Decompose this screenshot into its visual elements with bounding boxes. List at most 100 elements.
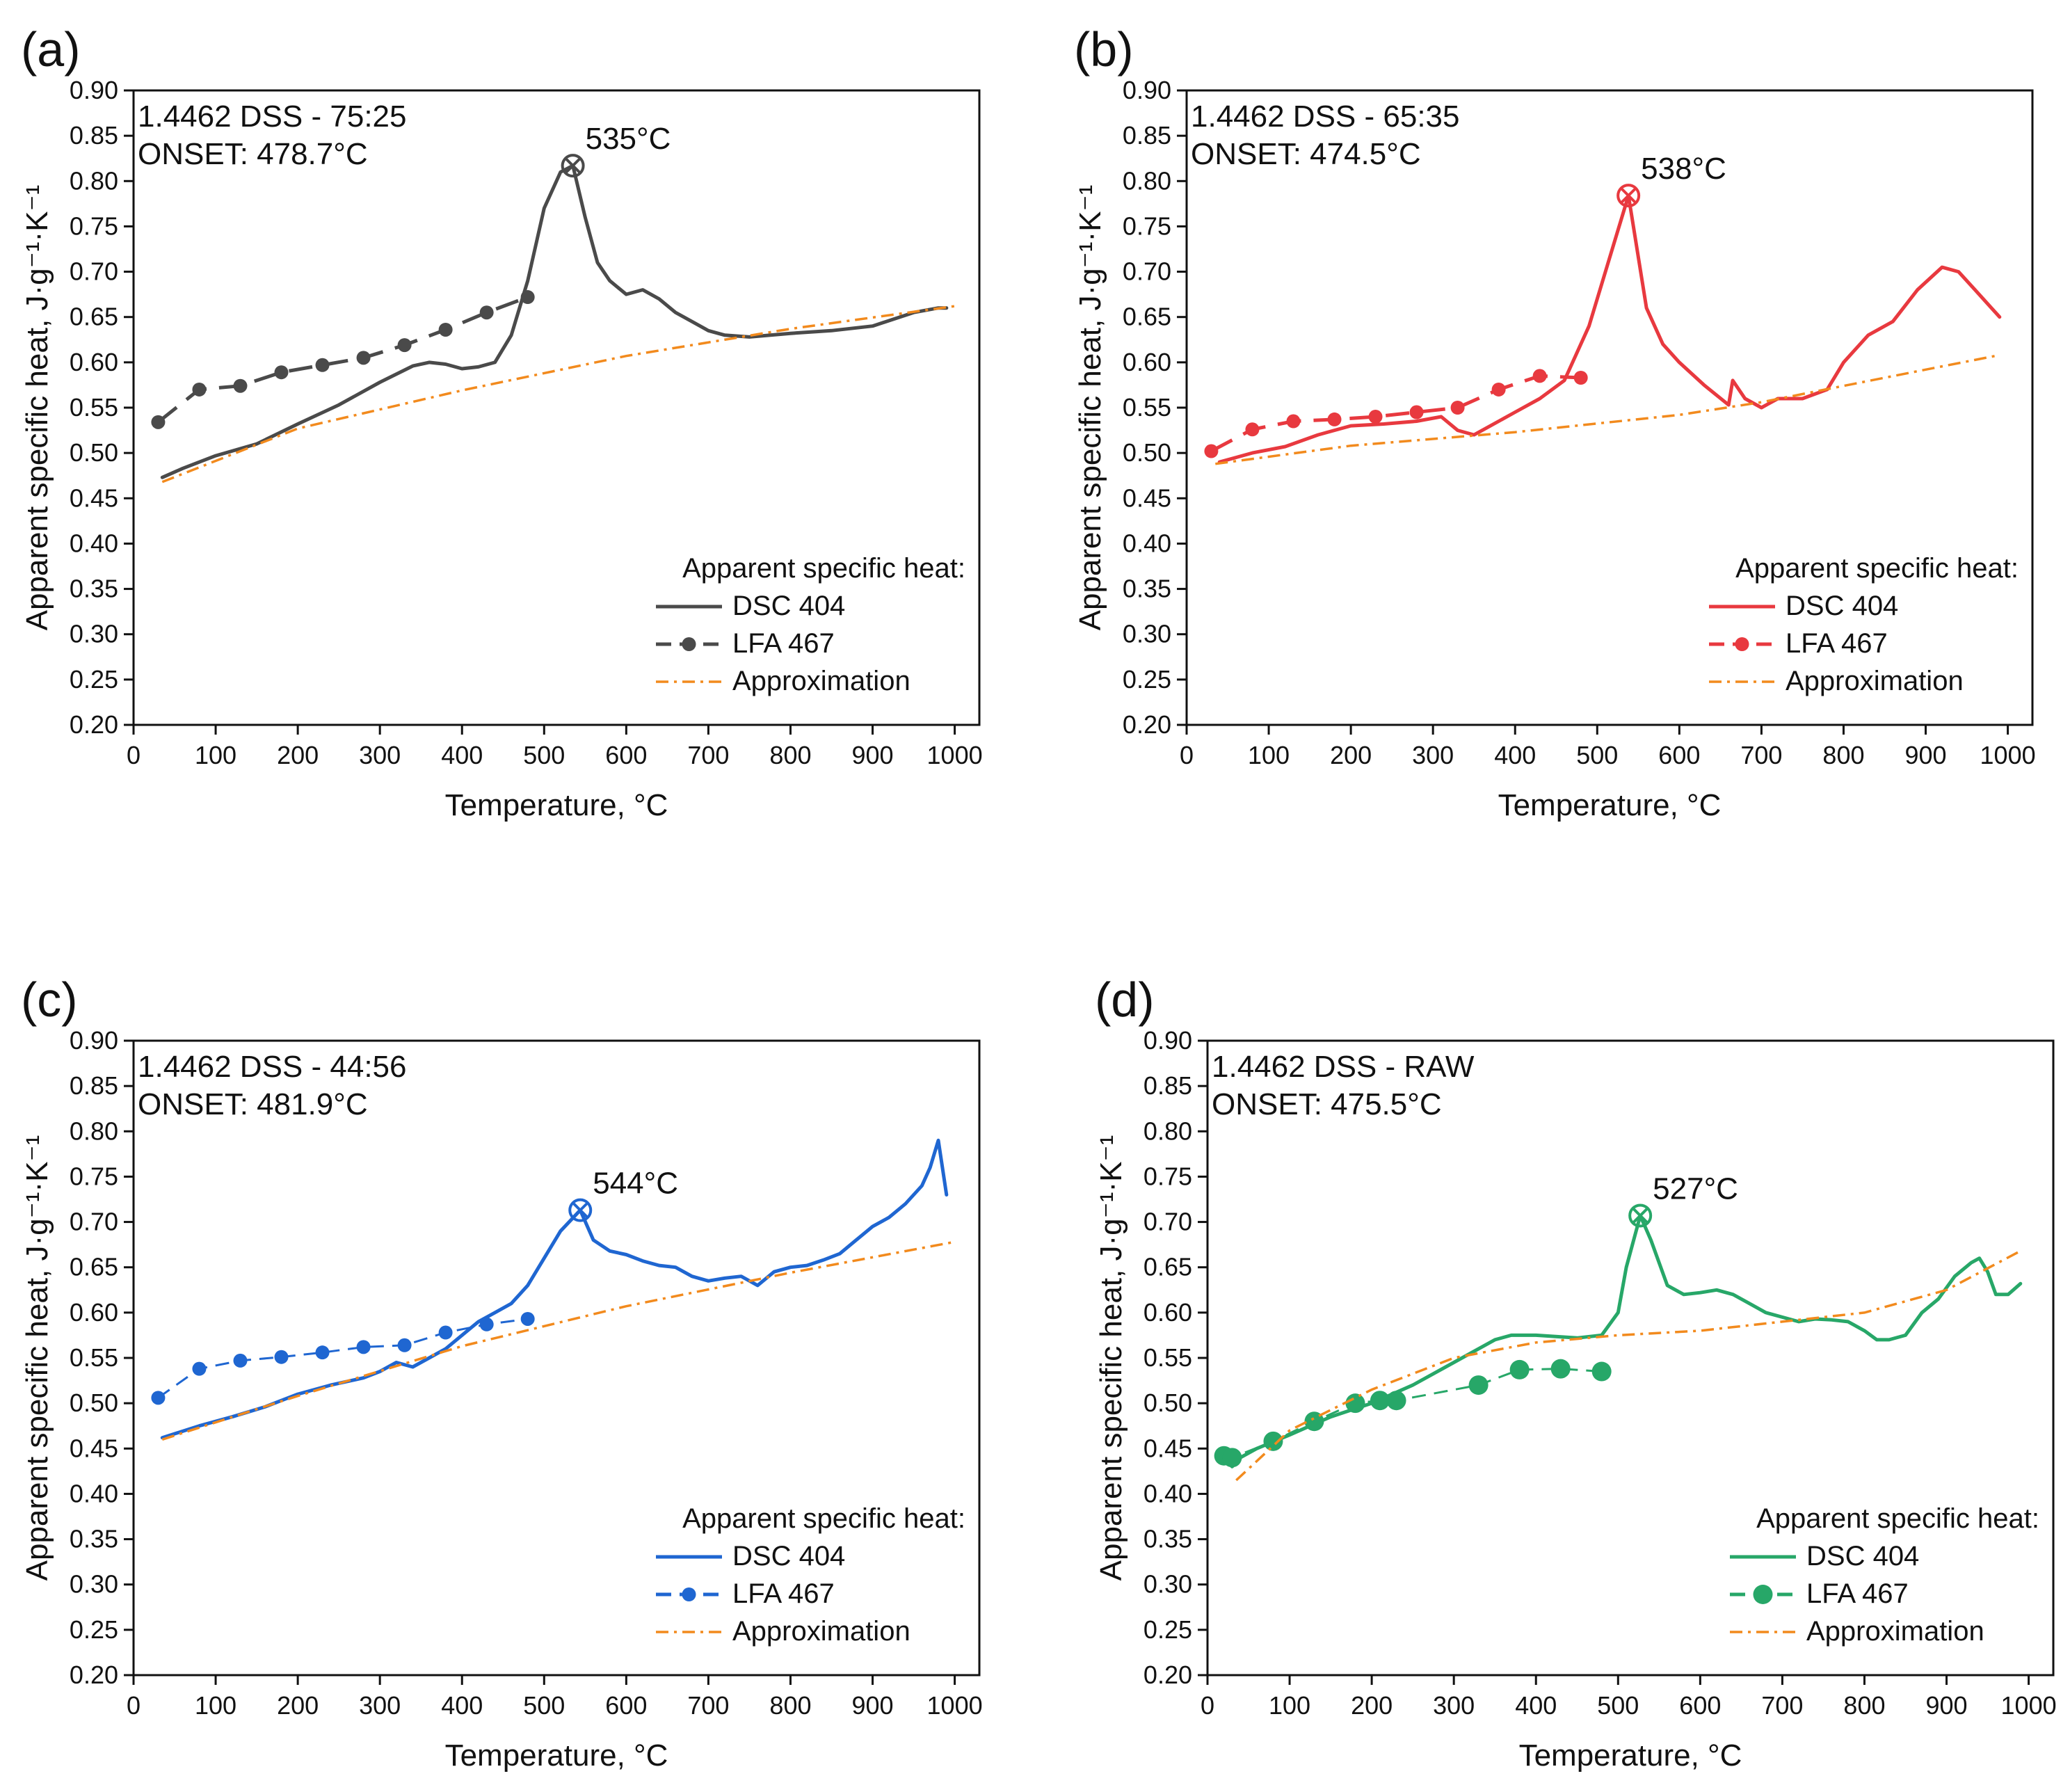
series-approximation-line [1215, 353, 2000, 465]
legend-lfa-467-label: LFA 467 [1806, 1578, 1909, 1609]
x-tick-label: 1000 [1980, 741, 2036, 769]
y-tick-label: 0.65 [1123, 303, 1171, 331]
legend-dsc-404-label: DSC 404 [1806, 1541, 1919, 1571]
x-tick-label: 600 [1658, 741, 1700, 769]
x-tick-label: 0 [1180, 741, 1194, 769]
legend: Apparent specific heat: DSC 404 LFA 467 App… [1709, 553, 2019, 696]
onset-label: ONSET: 475.5°C [1212, 1087, 1442, 1121]
x-tick-label: 100 [1248, 741, 1290, 769]
y-tick-label: 0.70 [70, 1208, 118, 1236]
x-tick-label: 400 [1515, 1691, 1557, 1720]
x-tick-label: 200 [1351, 1691, 1393, 1720]
y-tick-label: 0.45 [1144, 1434, 1192, 1462]
plot-area [1204, 193, 2002, 465]
y-tick-label: 0.60 [1123, 348, 1171, 376]
y-tick-label: 0.35 [1144, 1525, 1192, 1553]
x-tick-label: 700 [1740, 741, 1782, 769]
lfa-467-point [151, 415, 166, 429]
lfa-467-point [1245, 422, 1260, 437]
plot-frame [1185, 89, 2034, 726]
legend-approximation-label: Approximation [732, 666, 910, 696]
lfa-467-point [1550, 1359, 1571, 1379]
series-approximation-line [161, 305, 955, 483]
peak-marker [1616, 184, 1641, 208]
legend: Apparent specific heat: DSC 404 LFA 467 App… [656, 553, 965, 696]
y-tick-label: 0.55 [1144, 1343, 1192, 1372]
x-tick-label: 600 [605, 741, 647, 769]
series-approximation-line [161, 1240, 955, 1441]
lfa-467-point [1222, 1448, 1242, 1468]
y-tick-label: 0.60 [70, 1298, 118, 1327]
lfa-467-point [233, 378, 248, 393]
lfa-467-point [438, 322, 453, 337]
sample-label: 1.4462 DSS - RAW [1212, 1050, 1475, 1084]
y-tick-label: 0.50 [1123, 438, 1171, 467]
x-tick-label: 900 [851, 1691, 893, 1720]
x-tick-label: 700 [687, 1691, 729, 1720]
x-tick-label: 700 [1761, 1691, 1803, 1720]
legend-approximation-label: Approximation [1806, 1616, 1984, 1647]
x-tick-label: 900 [851, 741, 893, 769]
legend-lfa-467: LFA 467 [656, 1578, 835, 1609]
lfa-467-point [1468, 1375, 1489, 1395]
lfa-467-point [192, 1361, 207, 1376]
peak-label: 544°C [593, 1167, 678, 1201]
y-tick-label: 0.50 [1144, 1389, 1192, 1417]
panel-4: (d) 0.20 0.25 0.30 0.35 0.40 0.45 0.50 0.55 0.60 0… [1094, 973, 2057, 1773]
x-tick-label: 900 [1904, 741, 1946, 769]
plot-frame [132, 89, 981, 726]
legend-approximation-label: Approximation [1786, 666, 1964, 696]
y-tick-label: 0.75 [1123, 211, 1171, 240]
y-tick-label: 0.80 [1123, 166, 1171, 195]
x-tick-label: 300 [1433, 1691, 1475, 1720]
y-axis-title: Apparent specific heat, J·g⁻¹·K⁻¹ [20, 185, 54, 631]
y-tick-label: 0.40 [70, 1479, 118, 1507]
lfa-467-point [1368, 410, 1383, 424]
lfa-467-point [1327, 412, 1342, 426]
lfa-467-point [1450, 401, 1465, 415]
legend-lfa-467: LFA 467 [1709, 628, 1888, 659]
y-axis-title: Apparent specific heat, J·g⁻¹·K⁻¹ [1094, 1135, 1128, 1581]
y-tick-label: 0.90 [1144, 1026, 1192, 1055]
legend-dsc-404: DSC 404 [1730, 1541, 1919, 1571]
y-tick-label: 0.75 [1144, 1162, 1192, 1190]
x-tick-label: 800 [1843, 1691, 1885, 1720]
series-approximation-line [1235, 1249, 2021, 1482]
legend-title: Apparent specific heat: [682, 1503, 965, 1534]
y-tick-label: 0.40 [70, 529, 118, 557]
panel-2: (b) 0.20 0.25 0.30 0.35 0.40 0.45 0.50 0.55 0.60 0… [1073, 22, 2036, 822]
legend-approximation: Approximation [656, 666, 910, 696]
y-tick-label: 0.45 [70, 483, 118, 512]
onset-label: ONSET: 478.7°C [138, 137, 368, 171]
x-tick-label: 1000 [927, 741, 983, 769]
plot-frame [132, 1039, 981, 1677]
y-tick-label: 0.25 [1123, 665, 1171, 694]
y-tick-label: 0.65 [1144, 1253, 1192, 1281]
panel-letter: (b) [1074, 22, 1134, 77]
lfa-467-point [151, 1391, 166, 1405]
y-tick-label: 0.60 [70, 348, 118, 376]
legend-dsc-404: DSC 404 [656, 1541, 845, 1571]
lfa-467-point [356, 1340, 371, 1354]
legend-approximation: Approximation [656, 1616, 910, 1647]
legend-title: Apparent specific heat: [1756, 1503, 2039, 1534]
x-axis-title: Temperature, °C [445, 788, 668, 822]
lfa-467-point [1263, 1431, 1283, 1451]
y-tick-label: 0.90 [70, 76, 118, 104]
x-tick-label: 400 [1494, 741, 1536, 769]
y-tick-label: 0.90 [1123, 76, 1171, 104]
sample-label: 1.4462 DSS - 44:56 [138, 1050, 406, 1084]
y-tick-label: 0.80 [1144, 1117, 1192, 1145]
legend-dsc-404-label: DSC 404 [732, 1541, 845, 1571]
x-tick-label: 500 [1597, 1691, 1639, 1720]
panel-1: (a) 0.20 0.25 0.30 0.35 0.40 0.45 0.50 0.55 0.60 0… [20, 22, 983, 822]
lfa-467-point [520, 1311, 535, 1326]
y-tick-label: 0.35 [70, 1525, 118, 1553]
legend-dsc-404: DSC 404 [656, 591, 845, 621]
x-tick-label: 400 [441, 1691, 483, 1720]
x-tick-label: 900 [1925, 1691, 1967, 1720]
y-tick-label: 0.85 [70, 121, 118, 150]
x-tick-label: 0 [1201, 1691, 1214, 1720]
x-tick-label: 100 [1269, 1691, 1310, 1720]
